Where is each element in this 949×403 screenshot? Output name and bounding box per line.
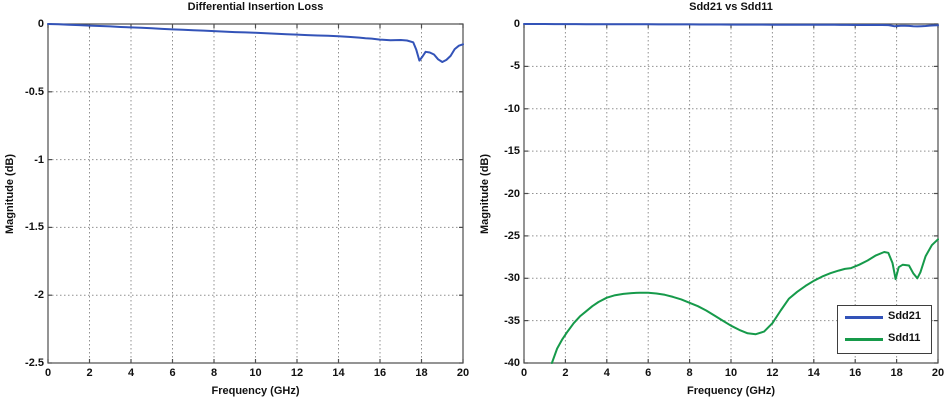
x-tick-label: 0 [44,367,52,379]
x-tick-label: 18 [890,367,903,379]
series-line-sdd11 [550,238,939,364]
x-tick-label: 14 [332,367,345,379]
legend-label-sdd11: Sdd11 [888,332,921,344]
x-tick-label: 10 [249,367,262,379]
x-tick-label: 6 [169,367,176,379]
x-tick-label: 20 [931,367,945,379]
x-tick-label: 4 [127,367,135,379]
x-axis-label: Frequency (GHz) [211,385,300,397]
y-tick-label: 0 [513,18,520,30]
sdd21-line-sample [845,316,883,319]
x-tick-label: 12 [766,367,779,379]
chart-differential-insertion-loss: Differential Insertion Loss Magnitude (d… [4,1,470,397]
x-tick-label: 10 [724,367,738,379]
y-tick-label: -5 [510,60,520,73]
y-tick-label: -1 [34,153,44,166]
y-tick-label: -35 [504,314,520,327]
y-tick-label: -25 [504,229,520,242]
legend-item-sdd11: Sdd11 [838,328,931,350]
x-tick-label: 0 [520,367,528,379]
y-tick-label: -10 [504,102,520,115]
x-tick-label: 2 [562,367,569,379]
chart-title: Sdd21 vs Sdd11 [689,1,773,13]
y-tick-label: -40 [504,357,520,369]
y-tick-label: 0 [37,18,44,30]
x-tick-label: 12 [290,367,304,379]
grid-lines [524,24,938,363]
axis-ticks [47,23,464,364]
legend-item-sdd21: Sdd21 [838,306,931,328]
y-tick-label: -2.5 [25,357,44,369]
x-tick-label: 14 [807,367,820,379]
legend: Sdd21 Sdd11 [837,305,932,354]
x-tick-label: 6 [645,367,652,379]
y-tick-label: -1.5 [25,221,44,234]
x-axis-label: Frequency (GHz) [686,385,775,397]
y-tick-label: -20 [504,187,520,200]
x-tick-label: 4 [603,367,610,379]
y-tick-label: -15 [504,145,520,158]
sdd11-line-sample [845,338,883,341]
x-tick-label: 16 [373,367,387,379]
plot-area [523,23,939,364]
chart-sdd21-vs-sdd11: Sdd21 vs Sdd11 Magnitude (dB) Frequency … [475,0,949,403]
series-line-sdd21 [523,23,939,28]
x-tick-label: 20 [456,367,470,379]
y-tick-label: -30 [504,272,520,285]
plot-box-border [47,23,464,364]
series-line-sdd21 [47,23,464,63]
grid-lines [48,24,463,363]
x-tick-label: 8 [210,367,218,379]
chart-title: Differential Insertion Loss [187,1,324,13]
y-tick-label: -0.5 [25,85,44,98]
plot-area [47,23,464,364]
x-tick-label: 18 [415,367,428,379]
x-tick-label: 2 [86,367,93,379]
y-axis-label: Magnitude (dB) [4,153,16,234]
x-tick-label: 16 [849,367,862,379]
legend-label-sdd21: Sdd21 [888,310,922,322]
x-tick-label: 8 [686,367,693,379]
y-tick-label: -2 [34,289,44,302]
